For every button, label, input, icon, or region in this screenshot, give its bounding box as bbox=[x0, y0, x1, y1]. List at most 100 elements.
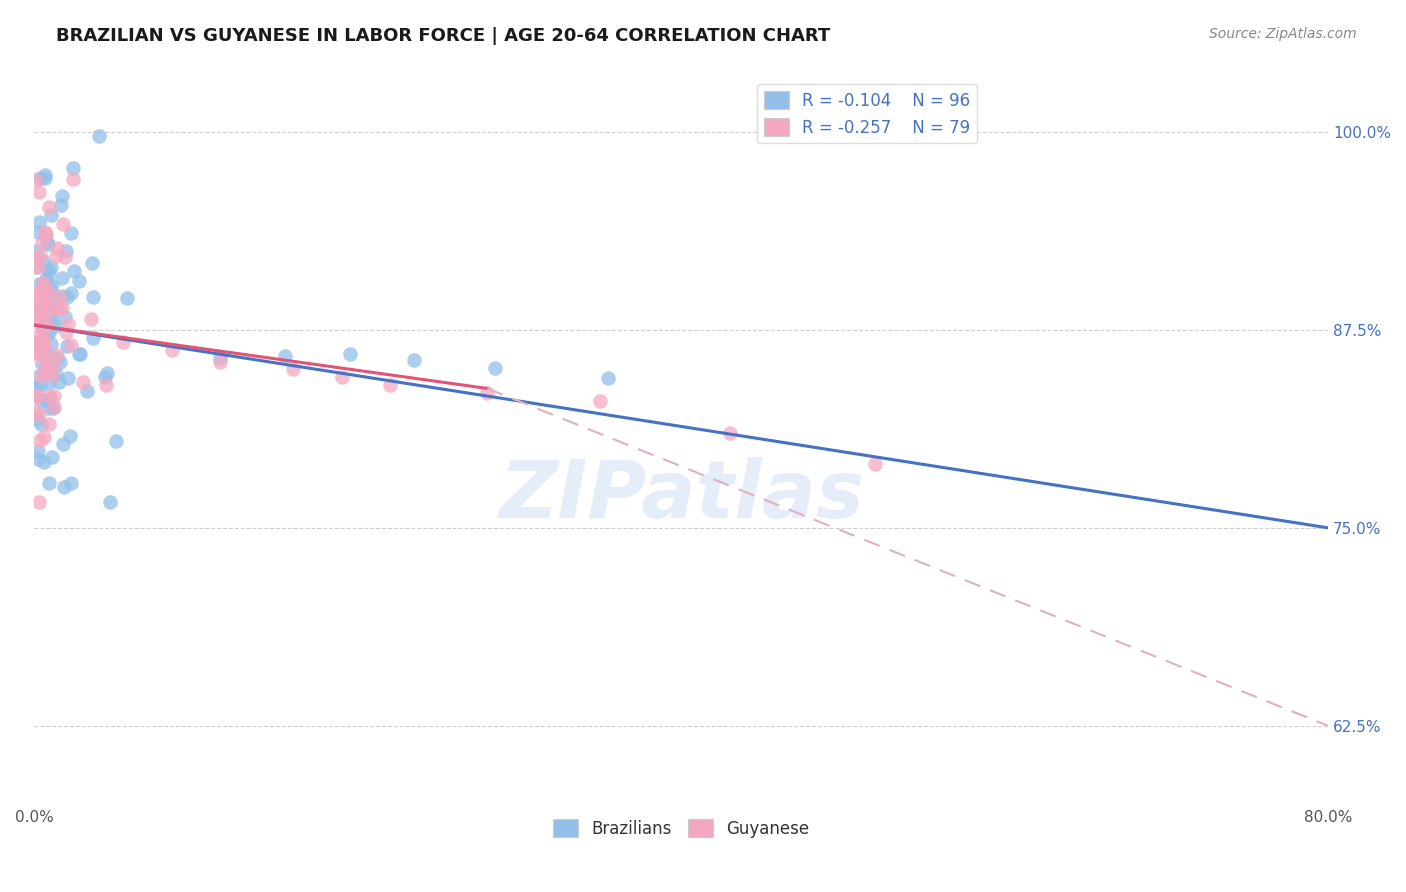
Point bbox=[160, 343, 183, 358]
Point bbox=[25, 291, 48, 305]
Text: Source: ZipAtlas.com: Source: ZipAtlas.com bbox=[1209, 27, 1357, 41]
Point bbox=[32, 454, 55, 468]
Point bbox=[82, 290, 104, 304]
Point bbox=[28, 408, 51, 422]
Point bbox=[53, 310, 76, 325]
Point bbox=[62, 161, 84, 176]
Point bbox=[30, 369, 52, 384]
Point bbox=[55, 325, 77, 339]
Point bbox=[56, 338, 79, 352]
Point bbox=[38, 475, 60, 490]
Point bbox=[38, 200, 60, 214]
Point bbox=[35, 305, 58, 319]
Point bbox=[25, 285, 48, 300]
Point bbox=[37, 326, 59, 341]
Point bbox=[34, 228, 56, 243]
Legend: Brazilians, Guyanese: Brazilians, Guyanese bbox=[546, 813, 817, 845]
Point bbox=[30, 248, 52, 262]
Point bbox=[37, 236, 59, 251]
Point bbox=[41, 450, 63, 465]
Point bbox=[42, 401, 65, 415]
Point bbox=[339, 347, 361, 361]
Point bbox=[25, 404, 48, 418]
Point bbox=[42, 288, 65, 302]
Point bbox=[32, 363, 55, 377]
Point bbox=[94, 377, 117, 392]
Point bbox=[378, 378, 401, 392]
Point bbox=[41, 313, 63, 327]
Point bbox=[30, 319, 52, 334]
Point bbox=[28, 277, 51, 291]
Point bbox=[72, 376, 94, 390]
Point bbox=[25, 370, 48, 384]
Point bbox=[598, 370, 620, 384]
Point bbox=[25, 244, 48, 258]
Point bbox=[37, 285, 59, 299]
Point bbox=[46, 349, 69, 363]
Point bbox=[39, 359, 62, 374]
Point bbox=[30, 417, 52, 431]
Point bbox=[32, 285, 55, 299]
Point bbox=[27, 301, 49, 315]
Point bbox=[45, 301, 67, 316]
Point bbox=[76, 384, 98, 398]
Point bbox=[38, 265, 60, 279]
Point bbox=[25, 260, 48, 275]
Point bbox=[37, 263, 59, 277]
Point bbox=[45, 249, 67, 263]
Point bbox=[32, 331, 55, 345]
Point bbox=[25, 347, 48, 361]
Point bbox=[25, 309, 48, 323]
Point bbox=[80, 256, 103, 270]
Point bbox=[38, 325, 60, 339]
Point bbox=[34, 304, 56, 318]
Point bbox=[28, 215, 51, 229]
Point bbox=[38, 389, 60, 403]
Point bbox=[274, 350, 297, 364]
Point bbox=[52, 437, 75, 451]
Point bbox=[39, 260, 62, 274]
Point bbox=[32, 254, 55, 268]
Point bbox=[44, 318, 66, 333]
Point bbox=[32, 318, 55, 333]
Point bbox=[209, 354, 232, 368]
Point bbox=[31, 345, 53, 359]
Point bbox=[51, 197, 73, 211]
Point bbox=[59, 429, 82, 443]
Point bbox=[56, 371, 79, 385]
Point bbox=[34, 393, 56, 408]
Point bbox=[25, 345, 48, 359]
Point bbox=[60, 476, 83, 491]
Point bbox=[25, 173, 48, 187]
Point bbox=[39, 337, 62, 351]
Point bbox=[35, 318, 58, 332]
Point bbox=[56, 318, 79, 332]
Point bbox=[69, 347, 91, 361]
Point bbox=[38, 417, 60, 431]
Point bbox=[25, 335, 48, 350]
Point bbox=[38, 307, 60, 321]
Point bbox=[34, 171, 56, 186]
Point bbox=[38, 392, 60, 406]
Point bbox=[31, 334, 53, 349]
Point bbox=[37, 361, 59, 376]
Point bbox=[52, 217, 75, 231]
Point bbox=[63, 264, 86, 278]
Point bbox=[27, 444, 49, 458]
Point bbox=[44, 400, 66, 414]
Point bbox=[25, 301, 48, 315]
Point bbox=[32, 277, 55, 291]
Point bbox=[865, 458, 887, 472]
Point bbox=[25, 412, 48, 426]
Point bbox=[32, 277, 55, 291]
Point bbox=[51, 301, 73, 316]
Point bbox=[589, 394, 612, 409]
Point bbox=[67, 347, 90, 361]
Point bbox=[34, 169, 56, 183]
Point bbox=[718, 425, 741, 440]
Point bbox=[41, 278, 63, 293]
Point bbox=[28, 433, 51, 447]
Point bbox=[25, 329, 48, 343]
Point bbox=[37, 295, 59, 310]
Point bbox=[34, 344, 56, 359]
